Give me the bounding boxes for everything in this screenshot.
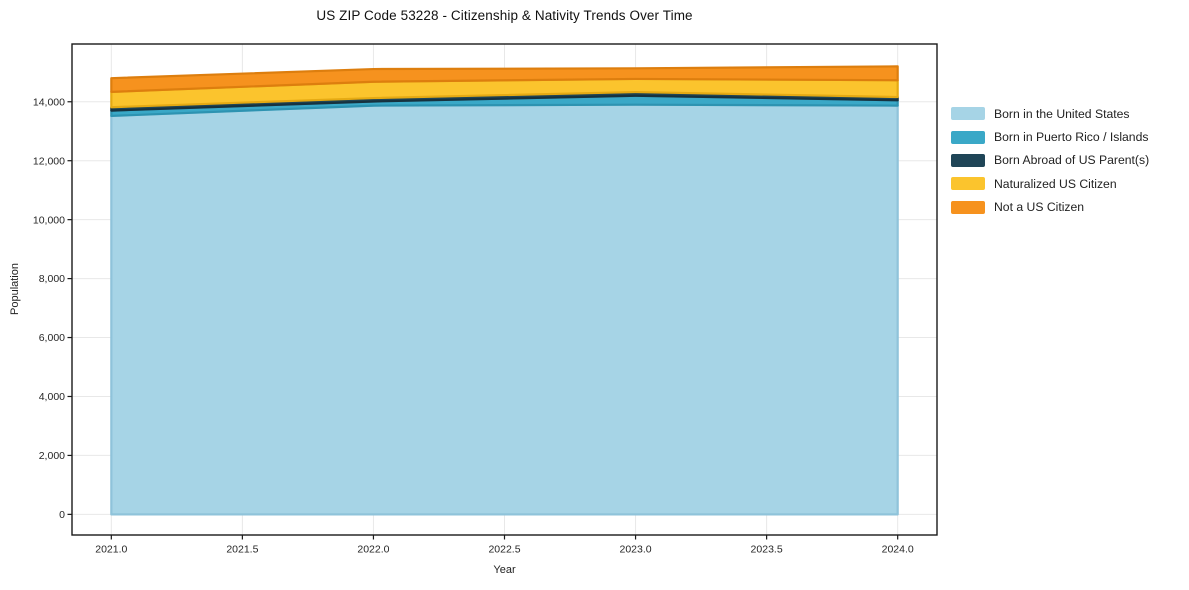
legend-label: Naturalized US Citizen <box>994 176 1117 191</box>
x-tick-label: 2021.5 <box>226 544 258 556</box>
area-series-4 <box>110 65 899 93</box>
x-tick-label: 2022.0 <box>357 544 389 556</box>
x-tick-label: 2022.5 <box>488 544 520 556</box>
legend-item: Not a US Citizen <box>951 196 1149 219</box>
legend-item: Born in the United States <box>951 102 1149 125</box>
y-tick-label: 4,000 <box>39 391 65 403</box>
x-tick-label: 2021.0 <box>95 544 127 556</box>
y-tick-label: 10,000 <box>33 214 65 226</box>
legend-swatch <box>951 200 985 214</box>
chart-title: US ZIP Code 53228 - Citizenship & Nativi… <box>316 8 693 23</box>
legend-label: Born in Puerto Rico / Islands <box>994 130 1149 145</box>
area-series-0 <box>110 103 899 516</box>
legend-item: Born Abroad of US Parent(s) <box>951 149 1149 172</box>
legend-label: Born Abroad of US Parent(s) <box>994 153 1150 168</box>
x-axis-label: Year <box>493 564 516 576</box>
y-tick-label: 0 <box>59 509 65 521</box>
y-tick-label: 12,000 <box>33 155 65 167</box>
legend-item: Naturalized US Citizen <box>951 172 1149 195</box>
y-tick-label: 14,000 <box>33 96 65 108</box>
legend-item: Born in Puerto Rico / Islands <box>951 125 1149 148</box>
legend-swatch <box>951 107 985 121</box>
x-tick-label: 2024.0 <box>882 544 914 556</box>
y-tick-label: 2,000 <box>39 450 65 462</box>
y-tick-label: 8,000 <box>39 273 65 285</box>
legend-swatch <box>951 130 985 144</box>
legend-swatch <box>951 177 985 191</box>
legend: Born in the United States Born in Puerto … <box>951 102 1149 219</box>
legend-label: Born in the United States <box>994 106 1130 121</box>
x-tick-label: 2023.5 <box>751 544 783 556</box>
legend-swatch <box>951 153 985 167</box>
y-tick-label: 6,000 <box>39 332 65 344</box>
legend-label: Not a US Citizen <box>994 200 1085 215</box>
x-tick-label: 2023.0 <box>619 544 651 556</box>
